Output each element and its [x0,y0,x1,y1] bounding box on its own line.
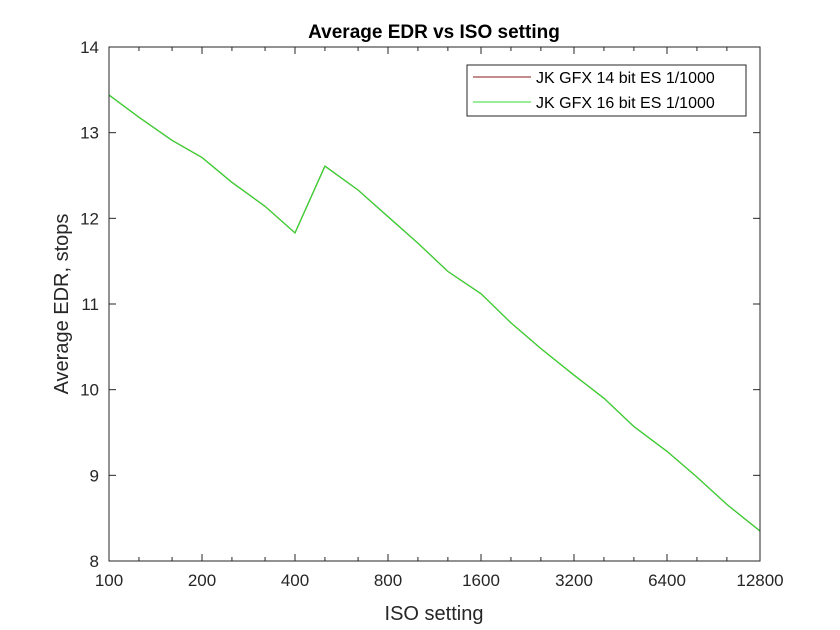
series-line-1 [108,94,761,532]
legend: JK GFX 14 bit ES 1/1000 JK GFX 16 bit ES… [466,64,747,117]
legend-box [466,64,747,117]
legend-label-14bit: JK GFX 14 bit ES 1/1000 [536,70,715,87]
y-tick-label: 13 [80,124,99,143]
y-tick-labels: 8 9 10 11 12 13 14 [80,38,99,571]
plot-area [109,47,760,561]
x-tick-label: 400 [281,571,309,590]
y-tick-label: 11 [81,295,99,314]
y-axis-label: Average EDR, stops [51,214,73,395]
x-tick-label: 800 [374,571,402,590]
legend-label-16bit: JK GFX 16 bit ES 1/1000 [536,95,715,112]
x-tick-label: 6400 [648,571,686,590]
x-tick-label: 12800 [736,571,783,590]
x-tick-label: 100 [95,571,123,590]
x-tick-label: 1600 [462,571,500,590]
x-tick-labels: 100 200 400 800 1600 3200 6400 12800 [95,571,784,590]
series-layer [108,94,761,532]
y-tick-label: 12 [80,209,99,228]
x-tick-label: 200 [188,571,216,590]
x-axis-label: ISO setting [385,603,484,625]
ticks-layer [108,46,761,562]
chart-title: Average EDR vs ISO setting [308,22,560,43]
y-tick-label: 14 [80,38,99,57]
y-tick-label: 9 [90,466,99,485]
x-tick-label: 3200 [555,571,593,590]
y-tick-label: 10 [80,381,99,400]
y-tick-label: 8 [90,552,99,571]
